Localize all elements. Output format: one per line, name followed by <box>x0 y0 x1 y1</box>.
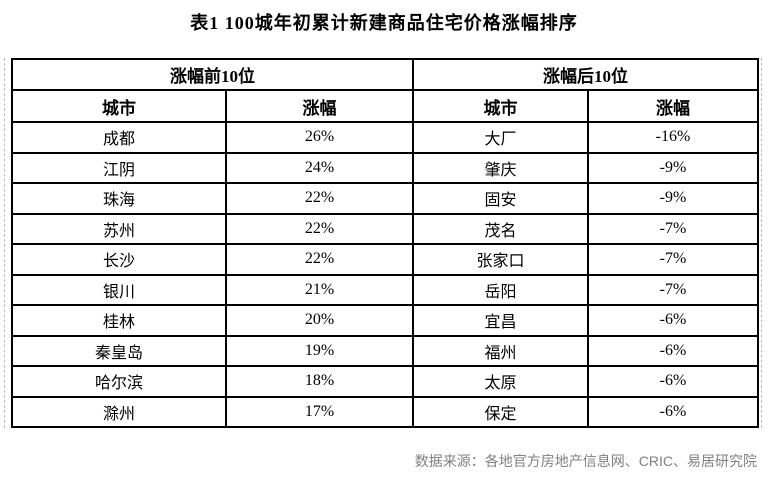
page-boundary-left-dashed-line <box>4 58 5 428</box>
change-cell: -7% <box>587 273 759 306</box>
page-boundary-right-dashed-line <box>761 58 762 428</box>
table-title: 表1 100城年初累计新建商品住宅价格涨幅排序 <box>190 13 578 33</box>
change-cell: -6% <box>587 395 759 428</box>
column-header-city-right: 城市 <box>412 89 589 123</box>
table-row: 桂林 20% 宜昌 -6% <box>11 304 759 337</box>
table-row: 长沙 22% 张家口 -7% <box>11 243 759 276</box>
city-cell: 长沙 <box>11 243 227 276</box>
change-cell: 22% <box>225 182 414 215</box>
city-cell: 哈尔滨 <box>11 365 227 398</box>
city-cell: 茂名 <box>412 212 589 245</box>
change-cell: 18% <box>225 365 414 398</box>
city-cell: 固安 <box>412 182 589 215</box>
city-cell: 肇庆 <box>412 151 589 184</box>
change-cell: -7% <box>587 243 759 276</box>
change-cell: -6% <box>587 304 759 337</box>
change-cell: -6% <box>587 365 759 398</box>
data-source-note: 数据来源：各地官方房地产信息网、CRIC、易居研究院 <box>414 453 757 469</box>
change-cell: -16% <box>587 121 759 154</box>
table-row: 成都 26% 大厂 -16% <box>11 121 759 154</box>
city-cell: 宜昌 <box>412 304 589 337</box>
table-row: 滁州 17% 保定 -6% <box>11 395 759 428</box>
change-cell: 20% <box>225 304 414 337</box>
column-header-city-left: 城市 <box>11 89 227 123</box>
change-cell: -7% <box>587 212 759 245</box>
change-cell: 24% <box>225 151 414 184</box>
change-cell: 19% <box>225 334 414 367</box>
city-cell: 秦皇岛 <box>11 334 227 367</box>
city-cell: 岳阳 <box>412 273 589 306</box>
change-cell: 17% <box>225 395 414 428</box>
table-row: 秦皇岛 19% 福州 -6% <box>11 334 759 367</box>
column-header-row: 城市 涨幅 城市 涨幅 <box>11 89 759 123</box>
group-header-bottom10: 涨幅后10位 <box>412 58 759 91</box>
price-change-table: 涨幅前10位 涨幅后10位 城市 涨幅 城市 涨幅 成都 26% 大厂 -16%… <box>11 58 759 428</box>
change-cell: -9% <box>587 151 759 184</box>
table-row: 苏州 22% 茂名 -7% <box>11 212 759 245</box>
city-cell: 成都 <box>11 121 227 154</box>
city-cell: 大厂 <box>412 121 589 154</box>
city-cell: 珠海 <box>11 182 227 215</box>
city-cell: 江阴 <box>11 151 227 184</box>
city-cell: 苏州 <box>11 212 227 245</box>
column-header-change-left: 涨幅 <box>225 89 414 123</box>
change-cell: -6% <box>587 334 759 367</box>
column-header-change-right: 涨幅 <box>587 89 759 123</box>
city-cell: 太原 <box>412 365 589 398</box>
change-cell: 22% <box>225 243 414 276</box>
change-cell: 26% <box>225 121 414 154</box>
table-row: 银川 21% 岳阳 -7% <box>11 273 759 306</box>
group-header-row: 涨幅前10位 涨幅后10位 <box>11 58 759 91</box>
group-header-top10: 涨幅前10位 <box>11 58 414 91</box>
change-cell: 22% <box>225 212 414 245</box>
city-cell: 银川 <box>11 273 227 306</box>
table-row: 珠海 22% 固安 -9% <box>11 182 759 215</box>
city-cell: 福州 <box>412 334 589 367</box>
table-row: 江阴 24% 肇庆 -9% <box>11 151 759 184</box>
city-cell: 桂林 <box>11 304 227 337</box>
change-cell: -9% <box>587 182 759 215</box>
city-cell: 保定 <box>412 395 589 428</box>
table-row: 哈尔滨 18% 太原 -6% <box>11 365 759 398</box>
city-cell: 滁州 <box>11 395 227 428</box>
city-cell: 张家口 <box>412 243 589 276</box>
change-cell: 21% <box>225 273 414 306</box>
